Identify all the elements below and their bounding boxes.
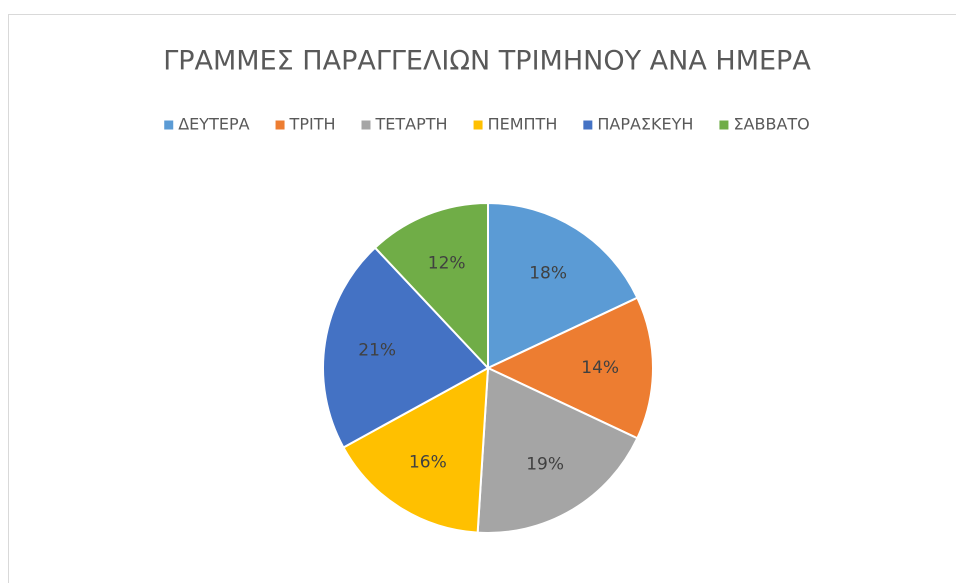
legend-swatch: [583, 120, 593, 130]
pie-slice: [487, 201, 639, 370]
pie: 18% 14% 19% 16% 21% 12%: [322, 201, 654, 534]
slice-label: 12%: [428, 254, 466, 274]
legend-swatch: [275, 120, 285, 130]
legend-label: ΣΑΒΒΑΤΟ: [733, 115, 809, 134]
pie-slice: [342, 366, 490, 534]
legend-label: ΤΕΤΑΡΤΗ: [375, 115, 448, 134]
legend-label: ΠΑΡΑΣΚΕΥΗ: [597, 115, 693, 134]
legend: ΔΕΥΤΕΡΑ ΤΡΙΤΗ ΤΕΤΑΡΤΗ ΠΕΜΠΤΗ ΠΑΡΑΣΚΕΥΗ ΣΑΒΒΑΤ…: [164, 115, 810, 134]
slice-label: 18%: [529, 263, 567, 283]
slice-label: 21%: [358, 340, 396, 360]
pie-slice: [485, 296, 654, 440]
slice-label: 19%: [526, 455, 564, 475]
slice-label: 16%: [409, 453, 447, 473]
slice-label: 14%: [581, 358, 619, 378]
legend-swatch: [361, 120, 371, 130]
legend-label: ΤΡΙΤΗ: [289, 115, 336, 134]
pie-slice: [476, 366, 639, 534]
legend-swatch: [473, 120, 483, 130]
legend-swatch: [719, 120, 729, 130]
pie-slice: [322, 246, 490, 449]
legend-swatch: [164, 120, 174, 130]
chart-title: ΓΡΑΜΜΕΣ ΠΑΡΑΓΓΕΛΙΩΝ ΤΡΙΜΗΝΟΥ ΑΝΑ ΗΜΕΡΑ: [163, 46, 811, 77]
legend-label: ΠΕΜΠΤΗ: [488, 115, 558, 134]
pie-slice: [373, 201, 489, 371]
legend-label: ΔΕΥΤΕΡΑ: [178, 115, 249, 134]
